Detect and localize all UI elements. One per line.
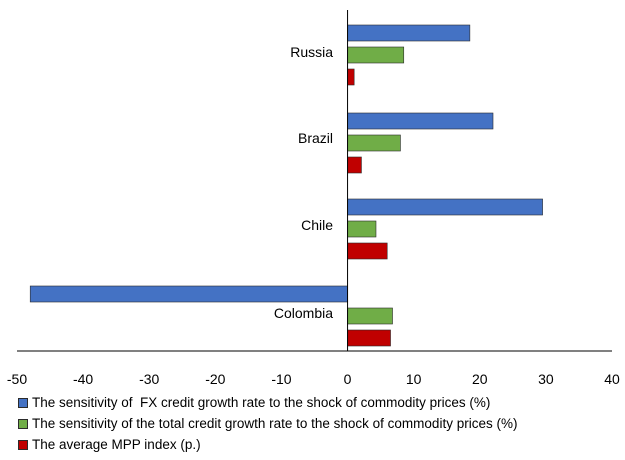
legend-item-mpp-index: The average MPP index (p.) [18,434,517,455]
legend-label-total-credit: The sensitivity of the total credit grow… [32,416,518,431]
legend-label-mpp-index: The average MPP index (p.) [32,437,201,452]
x-tick-label: -40 [73,371,93,387]
x-tick-label: 0 [344,371,352,387]
category-label-brazil: Brazil [298,130,333,146]
x-tick-label: 40 [604,371,620,387]
x-tick-labels: -50 -40 -30 -20 -10 0 10 20 30 40 [7,371,620,387]
bar-colombia-mpp-index [347,329,391,347]
x-tick-label: -50 [7,371,27,387]
legend-item-total-credit: The sensitivity of the total credit grow… [18,413,517,434]
category-label-chile: Chile [301,217,333,233]
bar-chart: Russia Brazil Chile Colombia -50 -40 -30 -20 -1… [7,10,620,387]
legend-item-fx-credit: The sensitivity of FX credit growth rate… [18,392,517,413]
x-tick-label: 30 [538,371,554,387]
x-tick-label: 10 [406,371,422,387]
bar-colombia-fx-credit [29,285,348,303]
chart-axes [17,10,612,352]
category-label-russia: Russia [290,44,333,60]
bar-brazil-fx-credit [347,112,494,130]
x-tick-label: -20 [205,371,225,387]
legend-swatch-total-credit [18,418,28,429]
bar-colombia-total-credit [347,307,393,325]
legend-swatch-fx-credit [18,397,28,408]
x-tick-label: 20 [472,371,488,387]
x-tick-label: -30 [139,371,159,387]
legend: The sensitivity of FX credit growth rate… [18,392,517,455]
category-label-colombia: Colombia [274,305,333,321]
legend-label-fx-credit: The sensitivity of FX credit growth rate… [32,395,491,410]
bar-chile-fx-credit [347,198,543,216]
legend-swatch-mpp-index [18,439,28,450]
category-labels: Russia Brazil Chile Colombia [274,44,333,321]
bar-russia-total-credit [347,46,405,64]
bar-chile-mpp-index [347,242,388,260]
chart-bars [29,24,543,347]
bar-russia-fx-credit [347,24,471,42]
bar-brazil-total-credit [347,134,401,152]
bar-russia-mpp-index [347,68,355,86]
bar-chile-total-credit [347,220,377,238]
bar-brazil-mpp-index [347,156,362,174]
x-tick-label: -10 [271,371,291,387]
